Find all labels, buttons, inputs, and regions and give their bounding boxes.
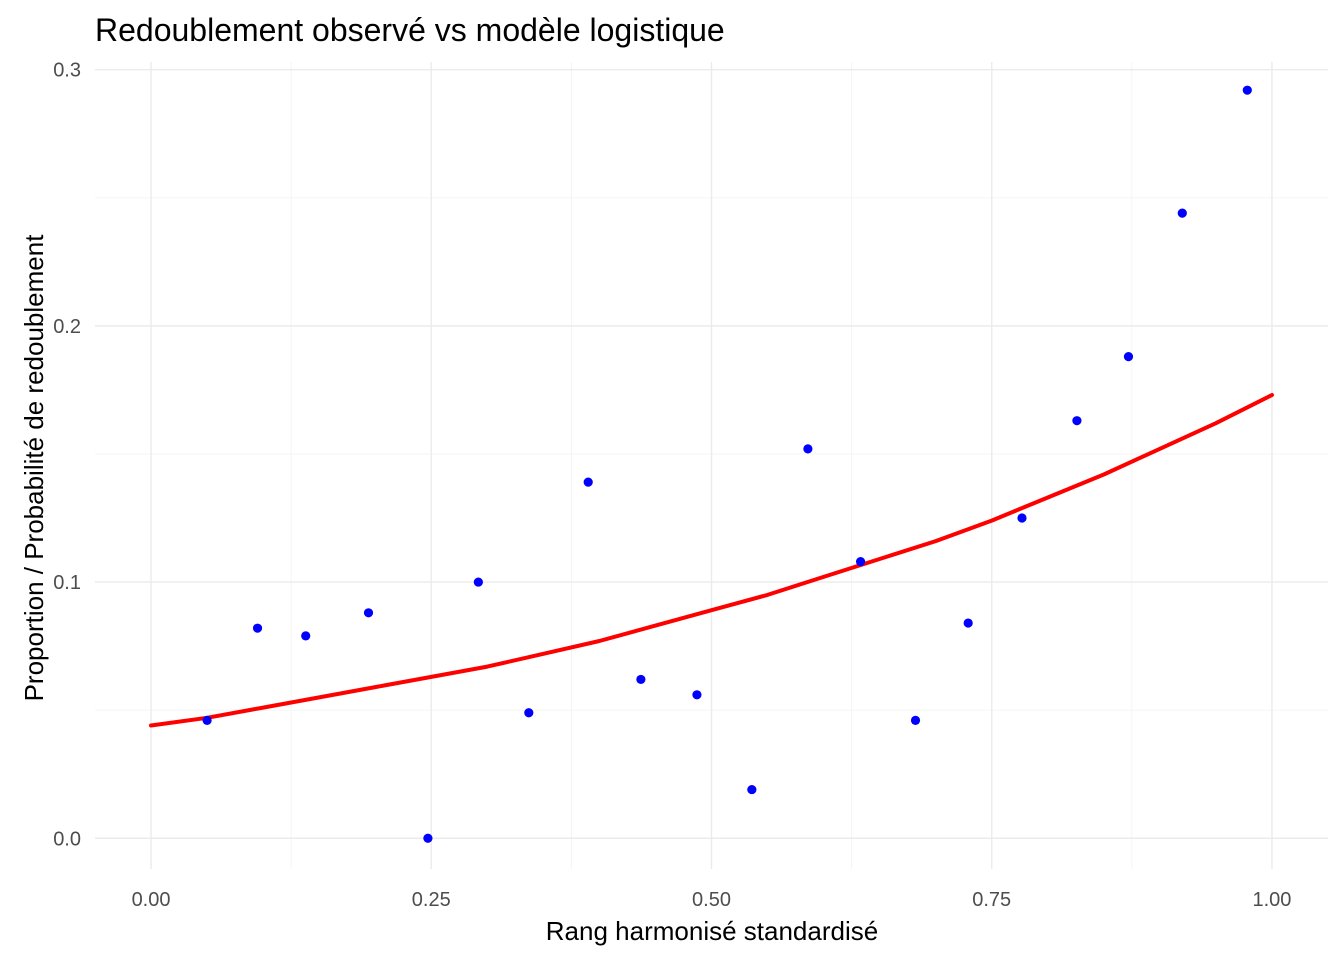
data-point (1177, 208, 1187, 218)
observed-points (202, 85, 1252, 843)
x-tick-label: 0.75 (972, 889, 1011, 911)
y-tick-label: 0.0 (53, 828, 81, 850)
data-point (583, 477, 593, 487)
x-axis-ticks: 0.00 0.25 0.50 0.75 1.00 (132, 889, 1292, 911)
y-axis-ticks: 0.0 0.1 0.2 0.3 (53, 60, 81, 851)
grid-major (95, 62, 1328, 869)
data-point (423, 833, 433, 843)
y-tick-label: 0.2 (53, 316, 81, 338)
data-point (473, 577, 483, 587)
data-point (747, 784, 757, 795)
x-tick-label: 0.25 (412, 889, 451, 911)
y-tick-label: 0.1 (53, 572, 81, 594)
data-point (252, 623, 263, 633)
x-tick-label: 0.50 (692, 889, 731, 911)
x-axis-title: Rang harmonisé standardisé (546, 916, 878, 946)
data-point (301, 631, 311, 641)
x-tick-label: 1.00 (1252, 889, 1291, 911)
chart-title: Redoublement observé vs modèle logistiqu… (95, 12, 725, 48)
data-point (1072, 416, 1082, 426)
y-axis-title: Proportion / Probabilité de redoublement (19, 234, 49, 702)
logistic-fit-line (149, 393, 1274, 728)
data-point (1242, 85, 1252, 95)
data-point (1017, 513, 1027, 523)
data-point (363, 608, 374, 618)
data-point (803, 444, 813, 454)
data-point (855, 556, 866, 567)
data-point (636, 674, 646, 685)
data-point (1123, 352, 1134, 362)
x-tick-label: 0.00 (132, 889, 171, 911)
data-point (692, 690, 702, 700)
data-point (910, 715, 921, 726)
y-tick-label: 0.3 (53, 60, 81, 82)
data-point (963, 618, 973, 628)
data-point (202, 715, 212, 726)
data-point (524, 708, 534, 718)
